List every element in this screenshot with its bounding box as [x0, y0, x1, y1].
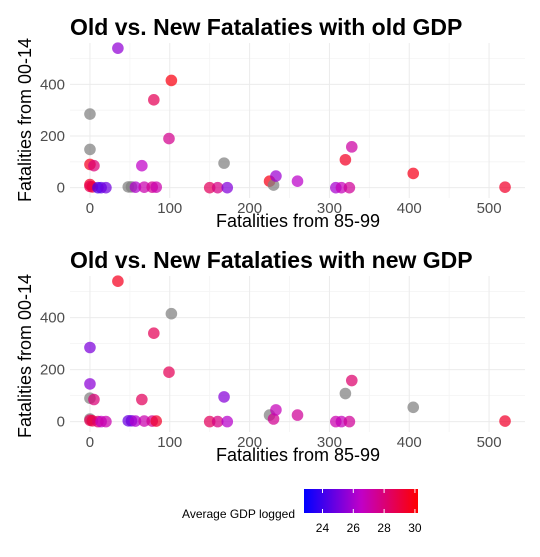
new-gdp-panel: Old vs. New Fatalaties with new GDP 0 100…: [15, 247, 525, 465]
legend-tick-label: 26: [347, 521, 361, 535]
data-point: [138, 181, 151, 193]
x-tick-label: 300: [317, 200, 342, 217]
x-tick-label: 100: [157, 200, 182, 217]
data-point: [100, 415, 112, 428]
data-point: [148, 94, 160, 106]
x-tick-label: 300: [317, 434, 342, 451]
x-tick-label: 0: [86, 200, 94, 217]
data-point: [339, 153, 352, 166]
data-point: [221, 415, 234, 428]
data-point: [84, 143, 96, 156]
data-point: [84, 341, 96, 354]
data-point: [270, 170, 282, 182]
data-point: [499, 181, 511, 193]
data-point: [221, 181, 234, 194]
x-axis-title: Fatalities from 85-99: [216, 211, 380, 231]
y-axis-title: Fatalities from 00-14: [15, 38, 35, 202]
y-tick-label: 200: [40, 362, 65, 379]
data-point: [150, 181, 163, 193]
x-tick-label: 500: [477, 200, 502, 217]
data-point: [203, 181, 216, 194]
points: [84, 275, 511, 428]
data-point: [270, 404, 282, 416]
x-tick-label: 400: [397, 434, 422, 451]
data-point: [148, 327, 160, 340]
data-point: [335, 415, 348, 428]
data-point: [129, 181, 142, 193]
old-gdp-panel: Old vs. New Fatalaties with old GDP 0 100…: [15, 14, 525, 231]
color-legend: Average GDP logged 24 26 28 30: [182, 489, 422, 535]
x-tick-labels: 0 100 200 300 400 500: [86, 200, 502, 217]
data-point: [84, 108, 96, 120]
y-tick-label: 0: [57, 414, 65, 431]
x-tick-label: 200: [237, 434, 262, 451]
data-point: [407, 401, 420, 414]
x-tick-label: 0: [86, 434, 94, 451]
data-point: [163, 132, 175, 145]
legend-tick-label: 28: [377, 521, 391, 535]
grid: [70, 276, 525, 432]
data-point: [343, 181, 356, 194]
data-point: [218, 391, 230, 403]
y-tick-label: 400: [40, 76, 65, 93]
data-point: [84, 378, 96, 390]
legend-tick-label: 24: [316, 521, 330, 535]
data-point: [88, 393, 100, 406]
x-tick-label: 200: [237, 200, 262, 217]
data-point: [138, 415, 151, 427]
data-point: [211, 415, 224, 428]
data-point: [339, 387, 352, 400]
data-point: [100, 181, 112, 194]
legend-tick-label: 30: [408, 521, 422, 535]
legend-ticks: 24 26 28 30: [316, 489, 422, 535]
x-tick-label: 400: [397, 200, 422, 217]
points: [84, 42, 511, 194]
data-point: [407, 167, 420, 180]
data-point: [335, 181, 348, 194]
data-point: [267, 413, 280, 425]
y-tick-label: 400: [40, 310, 65, 327]
data-point: [129, 415, 142, 427]
data-point: [136, 393, 148, 406]
data-point: [136, 159, 148, 172]
data-point: [163, 366, 175, 379]
data-point: [343, 415, 356, 428]
data-point: [211, 181, 224, 194]
data-point: [345, 141, 358, 153]
y-tick-labels: 0 200 400: [40, 76, 65, 196]
chart-title: Old vs. New Fatalaties with new GDP: [70, 247, 473, 273]
data-point: [88, 159, 100, 172]
legend-colorbar: [304, 489, 418, 513]
y-tick-label: 0: [57, 180, 65, 197]
grid: [70, 43, 525, 198]
y-tick-label: 200: [40, 128, 65, 145]
data-point: [291, 175, 304, 188]
data-point: [112, 275, 124, 288]
data-point: [150, 415, 163, 427]
data-point: [203, 415, 216, 428]
data-point: [218, 157, 230, 169]
x-tick-label: 100: [157, 434, 182, 451]
data-point: [112, 42, 124, 54]
y-axis-title: Fatalities from 00-14: [15, 274, 35, 438]
data-point: [165, 307, 178, 320]
x-axis-title: Fatalities from 85-99: [216, 445, 380, 465]
data-point: [291, 409, 304, 421]
x-tick-label: 500: [477, 434, 502, 451]
legend-title: Average GDP logged: [182, 507, 295, 521]
x-tick-labels: 0 100 200 300 400 500: [86, 434, 502, 451]
data-point: [267, 179, 280, 191]
y-tick-labels: 0 200 400: [40, 310, 65, 431]
chart-title: Old vs. New Fatalaties with old GDP: [70, 14, 462, 40]
data-point: [499, 415, 511, 427]
data-point: [345, 374, 358, 387]
data-point: [165, 74, 178, 87]
